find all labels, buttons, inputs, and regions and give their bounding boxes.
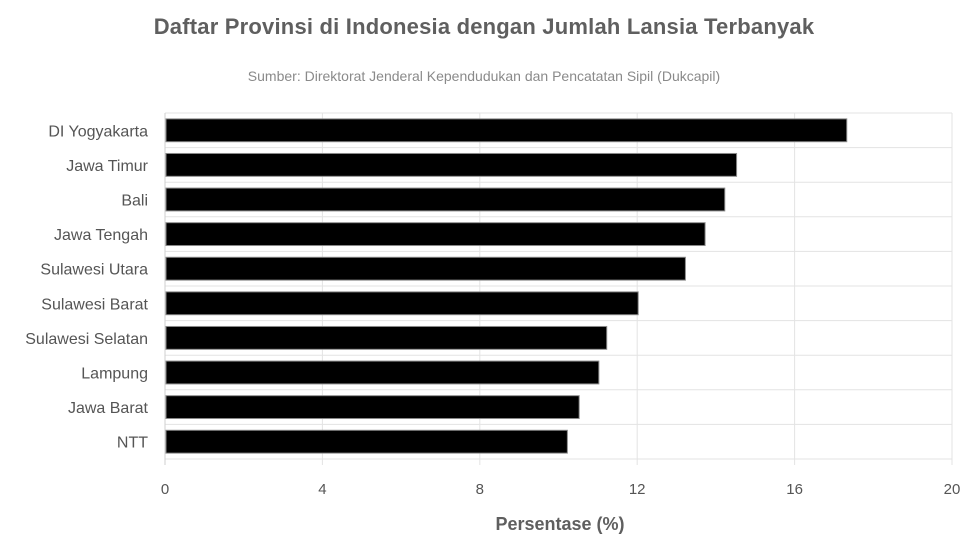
chart-title: Daftar Provinsi di Indonesia dengan Juml…: [153, 14, 815, 39]
category-labels: DI Yogyakarta Jawa Timur Bali Jawa Tengah Su…: [25, 123, 148, 451]
category-label: DI Yogyakarta: [48, 123, 148, 140]
bar: [165, 152, 738, 177]
bar: [165, 360, 600, 385]
x-tick-label: 0: [161, 481, 169, 498]
category-label: Lampung: [81, 366, 148, 383]
bar: [165, 256, 686, 281]
category-label: Sulawesi Utara: [40, 262, 148, 279]
x-tick-label: 8: [476, 481, 484, 498]
bar: [165, 118, 848, 143]
grid-lines: [164, 112, 953, 465]
bar: [165, 222, 706, 247]
chart-subtitle: Sumber: Direktorat Jenderal Kependudukan…: [247, 68, 721, 84]
bar: [165, 395, 580, 420]
bars: [165, 118, 848, 454]
x-tick-labels: 0 4 8 12 16 20: [161, 481, 961, 498]
bar: [165, 291, 639, 316]
x-tick-label: 12: [629, 481, 646, 498]
bar: [165, 187, 726, 212]
category-label: NTT: [117, 435, 148, 452]
category-label: Bali: [121, 193, 148, 210]
category-label: Sulawesi Barat: [41, 296, 148, 313]
x-axis-title: Persentase (%): [495, 514, 624, 534]
bar: [165, 325, 608, 350]
category-label: Jawa Timur: [66, 158, 148, 175]
x-tick-label: 4: [318, 481, 326, 498]
category-label: Jawa Barat: [68, 400, 149, 417]
x-tick-label: 20: [944, 481, 961, 498]
category-label: Sulawesi Selatan: [25, 331, 148, 348]
category-label: Jawa Tengah: [54, 227, 148, 244]
bar: [165, 429, 568, 454]
x-tick-label: 16: [786, 481, 803, 498]
